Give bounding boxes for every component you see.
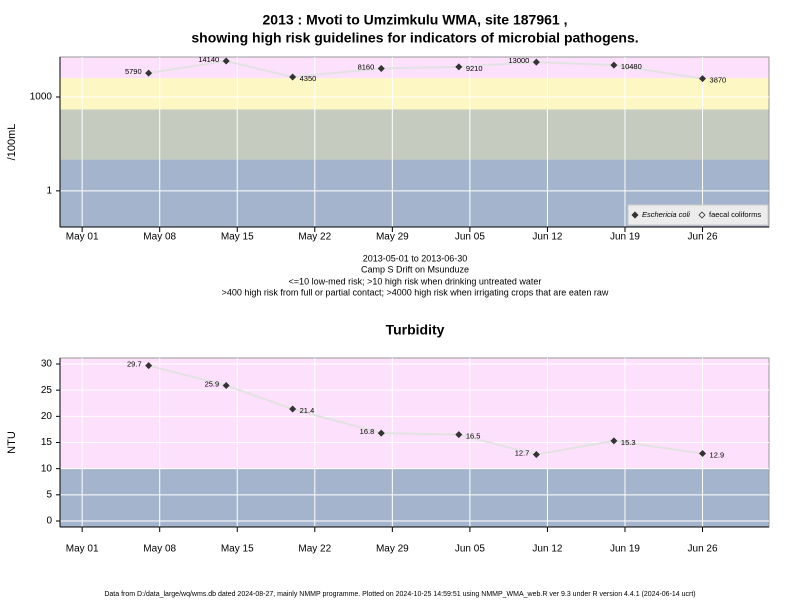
x-tick-label: Jun 19 [610,544,640,555]
y-tick-label: 10 [41,463,53,474]
x-tick-label: May 29 [376,544,409,555]
y-tick-label: 0 [46,516,52,527]
x-tick-label: Jun 12 [532,232,562,243]
risk-band [60,78,769,110]
x-tick-label: May 08 [143,232,176,243]
legend-marker [698,211,706,219]
y-axis-label: /100mL [6,124,18,161]
legend-box [627,204,769,226]
data-label: 15.3 [621,438,636,447]
data-point [377,64,385,72]
y-tick-label: 1 [46,186,52,197]
legend-label: Eschericia coli [642,210,690,219]
x-tick-label: Jun 12 [532,544,562,555]
y-tick-label: 20 [41,411,53,422]
data-point [610,61,618,69]
x-tick-label: May 08 [143,544,176,555]
series-line [148,59,703,80]
data-label: 12.7 [515,449,530,458]
x-tick-label: Jun 05 [455,232,485,243]
x-tick-label: Jun 19 [610,232,640,243]
data-label: 16.5 [466,432,481,441]
data-point [699,449,707,457]
data-point [455,431,463,439]
data-label: 8160 [358,62,375,71]
chart-title: Turbidity [386,322,445,338]
x-tick-label: May 22 [298,232,331,243]
note: 2013-05-01 to 2013-06-30 [363,253,468,263]
data-label: 16.8 [360,427,375,436]
data-label: 5790 [125,67,142,76]
data-label: 29.7 [127,360,142,369]
data-label: 4350 [300,74,317,83]
data-point [289,405,297,413]
data-label: 3870 [710,76,727,85]
data-point [145,69,153,77]
data-label: 13000 [509,56,530,65]
data-label: 21.4 [300,406,315,415]
x-tick-label: May 15 [221,232,254,243]
y-axis-label: NTU [6,431,18,454]
y-tick-label: 15 [41,437,53,448]
x-tick-label: May 01 [66,232,99,243]
legend-label: faecal coliforms [709,210,761,219]
note: <=10 low-med risk; >10 high risk when dr… [289,276,542,286]
data-point [145,362,153,370]
series-line [148,364,703,456]
data-point [532,451,540,459]
data-point [532,58,540,66]
x-tick-label: Jun 26 [688,544,718,555]
y-tick-label: 30 [41,359,53,370]
data-point [222,57,230,65]
risk-band [60,358,769,469]
note: >400 high risk from full or partial cont… [222,287,609,297]
chart-title: showing high risk guidelines for indicat… [191,30,638,46]
data-point [610,437,618,445]
data-point [222,381,230,389]
risk-band [60,109,769,160]
y-tick-label: 25 [41,385,53,396]
x-tick-label: May 29 [376,232,409,243]
x-tick-label: Jun 05 [455,544,485,555]
data-label: 12.9 [710,450,725,459]
note: Camp S Drift on Msunduze [361,264,469,274]
x-tick-label: May 22 [298,544,331,555]
data-point [699,75,707,83]
footer: Data from D:/data_large/wq/wms.db dated … [104,591,695,598]
data-point [289,73,297,81]
x-tick-label: May 01 [66,544,99,555]
data-label: 10480 [621,62,642,71]
data-label: 25.9 [205,379,220,388]
data-label: 14140 [198,55,219,64]
x-tick-label: May 15 [221,544,254,555]
legend: Eschericia coli faecal coliforms [627,204,769,226]
data-point [377,429,385,437]
y-tick-label: 5 [46,489,52,500]
y-tick-label: 1000 [30,92,53,103]
risk-band [60,468,769,527]
chart-title: 2013 : Mvoti to Umzimkulu WMA, site 1879… [263,12,568,28]
legend-marker [631,211,639,219]
x-tick-label: Jun 26 [688,232,718,243]
data-label: 9210 [466,64,483,73]
data-point [455,63,463,71]
